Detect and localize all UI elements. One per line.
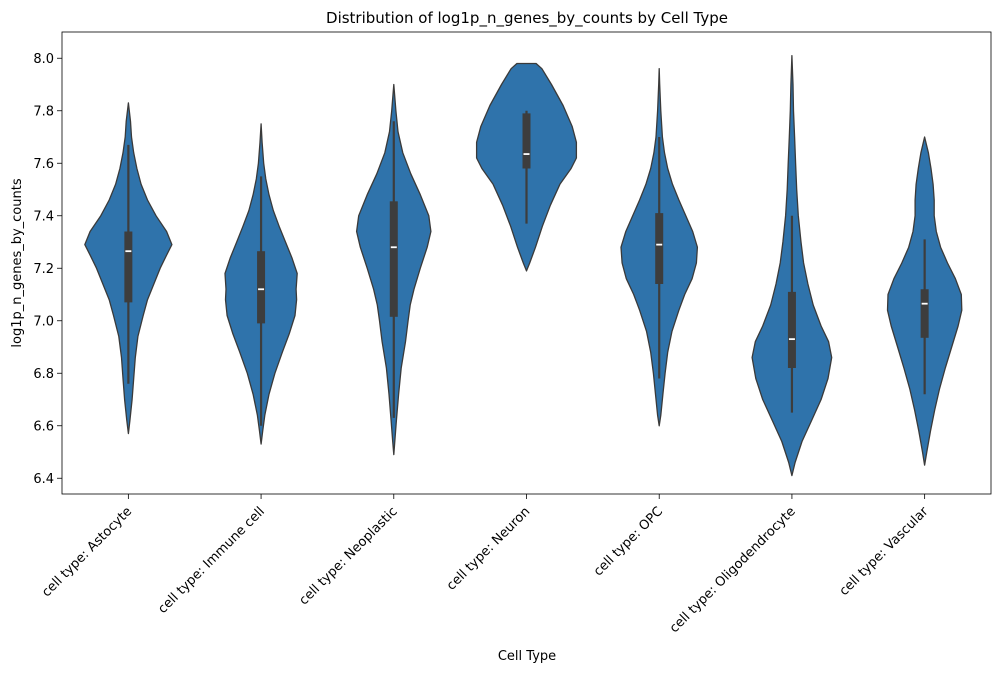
violin-iqr-box <box>257 251 266 324</box>
y-axis: 6.4 6.6 6.8 7.0 7.2 7.4 7.6 7.8 8.0 <box>33 52 62 487</box>
violin-group <box>224 123 298 445</box>
violin-iqr-box <box>655 213 664 284</box>
y-tick-label: 7.2 <box>33 262 54 277</box>
violin-group <box>886 136 963 466</box>
y-tick-label: 7.4 <box>33 209 54 224</box>
x-tick-label: cell type: Astocyte <box>39 504 135 600</box>
violin-group <box>355 83 432 456</box>
x-tick-label: cell type: Vascular <box>837 504 932 599</box>
x-axis-label: Cell Type <box>498 649 556 664</box>
violin-iqr-box <box>920 289 929 338</box>
violin-iqr-box <box>124 231 133 303</box>
y-tick-label: 6.6 <box>33 419 54 434</box>
violin-iqr-box <box>389 201 398 317</box>
y-tick-label: 7.6 <box>33 157 54 172</box>
y-tick-label: 6.4 <box>33 472 54 487</box>
violin-group <box>475 62 578 272</box>
violin-group <box>84 102 173 435</box>
x-tick-label: cell type: Neoplastic <box>297 504 401 608</box>
x-tick-label: cell type: Oligodendrocyte <box>667 504 799 636</box>
violin-group <box>620 68 699 427</box>
plot-area <box>84 54 963 477</box>
chart-title: Distribution of log1p_n_genes_by_counts … <box>326 9 728 28</box>
y-tick-label: 7.8 <box>33 104 54 119</box>
x-tick-label: cell type: OPC <box>591 504 666 579</box>
violin-group <box>751 54 833 477</box>
x-tick-label: cell type: Immune cell <box>155 504 268 617</box>
y-tick-label: 8.0 <box>33 52 54 67</box>
y-tick-label: 6.8 <box>33 367 54 382</box>
x-axis: cell type: Astocyte cell type: Immune cel… <box>39 494 932 636</box>
x-tick-label: cell type: Neuron <box>444 504 533 593</box>
y-tick-label: 7.0 <box>33 314 54 329</box>
violin-iqr-box <box>787 291 796 368</box>
violin-iqr-box <box>522 113 531 169</box>
y-axis-label: log1p_n_genes_by_counts <box>10 178 25 347</box>
